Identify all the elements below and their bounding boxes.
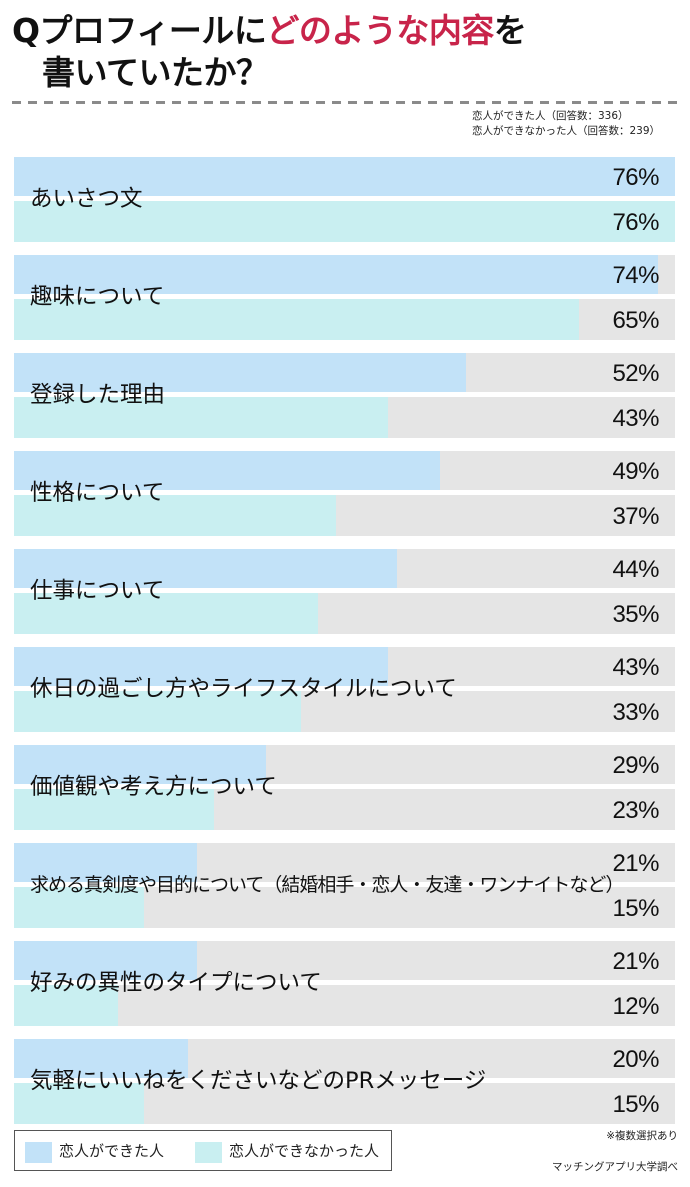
- bar-group: 74% 65% 趣味について: [14, 255, 675, 340]
- value-label: 29%: [612, 752, 659, 779]
- legend-label-b: 恋人ができなかった人: [229, 1142, 380, 1160]
- bar-series-a: [14, 549, 397, 588]
- bar-series-a: [14, 745, 266, 784]
- dashed-divider: [12, 101, 678, 104]
- bar-series-b: [14, 593, 318, 634]
- bar-group: 44% 35% 仕事について: [14, 549, 675, 634]
- bar-series-b: [14, 495, 336, 536]
- value-label: 37%: [612, 503, 659, 530]
- value-label: 76%: [612, 209, 659, 236]
- category-label: 価値観や考え方について: [30, 774, 277, 800]
- bar-series-b: [14, 397, 388, 438]
- bar-series-a: [14, 255, 658, 294]
- bar-series-a: [14, 157, 675, 196]
- footnote: ※複数選択あり: [606, 1130, 678, 1142]
- bar-track-b: 33%: [14, 691, 675, 732]
- bar-series-a: [14, 941, 197, 980]
- bar-group: 20% 15% 気軽にいいねをくださいなどのPRメッセージ: [14, 1039, 675, 1124]
- bar-group: 52% 43% 登録した理由: [14, 353, 675, 438]
- bar-track-b: 15%: [14, 887, 675, 928]
- bar-track-a: 21%: [14, 843, 675, 882]
- category-label: 趣味について: [30, 284, 165, 310]
- category-label: 仕事について: [30, 578, 165, 604]
- bar-track-b: 65%: [14, 299, 675, 340]
- title-line2: 書いていたか？: [42, 53, 269, 92]
- value-label: 76%: [612, 164, 659, 191]
- bar-series-b: [14, 1083, 144, 1124]
- title-part2: を: [493, 11, 527, 50]
- bar-group: 49% 37% 性格について: [14, 451, 675, 536]
- value-label: 15%: [612, 1091, 659, 1118]
- bar-track-b: 12%: [14, 985, 675, 1026]
- bar-track-b: 35%: [14, 593, 675, 634]
- chart-title: Qプロフィールにどのような内容を 書いていたか？: [12, 10, 527, 94]
- bar-series-a: [14, 353, 466, 392]
- bar-series-b: [14, 789, 214, 830]
- value-label: 49%: [612, 458, 659, 485]
- bar-series-a: [14, 843, 197, 882]
- bar-series-a: [14, 451, 440, 490]
- title-accent: どのような内容: [266, 11, 494, 50]
- bar-group: 29% 23% 価値観や考え方について: [14, 745, 675, 830]
- value-label: 74%: [612, 262, 659, 289]
- value-label: 21%: [612, 850, 659, 877]
- bar-track-a: 20%: [14, 1039, 675, 1078]
- value-label: 23%: [612, 797, 659, 824]
- value-label: 12%: [612, 993, 659, 1020]
- legend-label-a: 恋人ができた人: [59, 1142, 165, 1160]
- bar-series-b: [14, 887, 144, 928]
- bar-series-b: [14, 299, 579, 340]
- source-credit: マッチングアプリ大学調べ: [552, 1161, 678, 1173]
- category-label: 性格について: [30, 480, 165, 506]
- value-label: 20%: [612, 1046, 659, 1073]
- category-label: 求める真剣度や目的について（結婚相手・恋人・友達・ワンナイトなど）: [30, 874, 624, 896]
- bar-series-b: [14, 985, 118, 1026]
- bar-series-a: [14, 647, 388, 686]
- bar-track-b: 23%: [14, 789, 675, 830]
- bar-group: 76% 76% あいさつ文: [14, 157, 675, 242]
- bar-track-b: 43%: [14, 397, 675, 438]
- category-label: あいさつ文: [30, 186, 143, 212]
- value-label: 52%: [612, 360, 659, 387]
- value-label: 21%: [612, 948, 659, 975]
- sample-sizes: 恋人ができた人（回答数：336） 恋人ができなかった人（回答数：239）: [472, 109, 660, 139]
- sample-size-b: 恋人ができなかった人（回答数：239）: [471, 125, 660, 137]
- bar-track-a: 44%: [14, 549, 675, 588]
- value-label: 65%: [612, 307, 659, 334]
- bar-group: 43% 33% 休日の過ごし方やライフスタイルについて: [14, 647, 675, 732]
- bar-series-b: [14, 691, 301, 732]
- bar-track-a: 21%: [14, 941, 675, 980]
- bar-track-b: 76%: [14, 201, 675, 242]
- value-label: 15%: [612, 895, 659, 922]
- legend-swatch-a: [25, 1142, 52, 1163]
- bar-track-a: 49%: [14, 451, 675, 490]
- bar-track-b: 37%: [14, 495, 675, 536]
- value-label: 43%: [612, 654, 659, 681]
- bar-track-a: 43%: [14, 647, 675, 686]
- bar-track-a: 52%: [14, 353, 675, 392]
- bar-group: 21% 12% 好みの異性のタイプについて: [14, 941, 675, 1026]
- bar-series-b: [14, 201, 675, 242]
- title-part1: Qプロフィールに: [12, 11, 267, 50]
- sample-size-a: 恋人ができた人（回答数：336）: [471, 110, 629, 122]
- category-label: 登録した理由: [30, 382, 166, 408]
- legend-swatch-b: [195, 1142, 222, 1163]
- bar-group: 21% 15% 求める真剣度や目的について（結婚相手・恋人・友達・ワンナイトなど）: [14, 843, 675, 928]
- value-label: 43%: [612, 405, 659, 432]
- legend: 恋人ができた人 恋人ができなかった人: [14, 1130, 392, 1171]
- value-label: 33%: [612, 699, 659, 726]
- bar-track-b: 15%: [14, 1083, 675, 1124]
- category-label: 休日の過ごし方やライフスタイルについて: [30, 676, 457, 702]
- value-label: 44%: [612, 556, 659, 583]
- bar-track-a: 74%: [14, 255, 675, 294]
- bar-track-a: 29%: [14, 745, 675, 784]
- bar-series-a: [14, 1039, 188, 1078]
- bar-track-a: 76%: [14, 157, 675, 196]
- category-label: 気軽にいいねをくださいなどのPRメッセージ: [30, 1068, 487, 1094]
- category-label: 好みの異性のタイプについて: [30, 970, 322, 996]
- value-label: 35%: [612, 601, 659, 628]
